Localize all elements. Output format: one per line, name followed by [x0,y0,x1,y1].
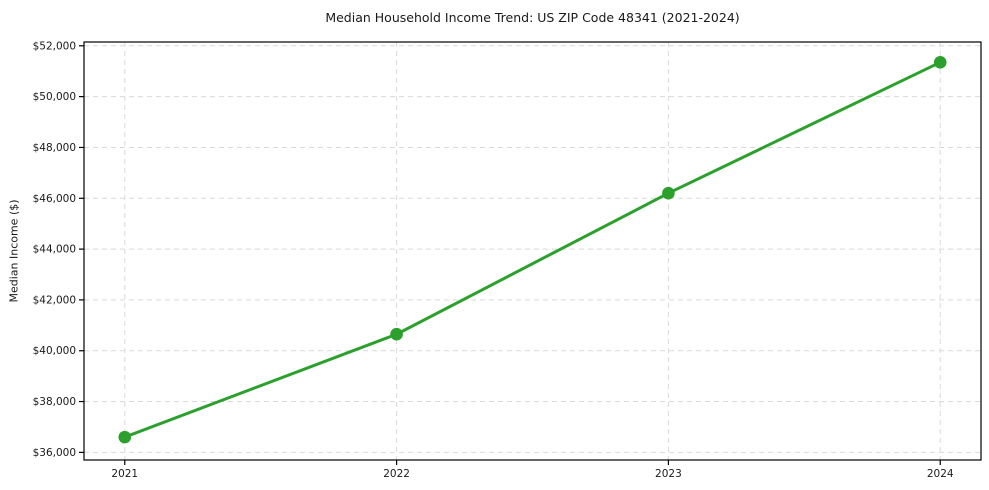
x-tick-label: 2024 [927,468,954,480]
y-tick-label: $40,000 [33,345,76,357]
y-tick-label: $50,000 [33,91,76,103]
data-point [118,430,132,444]
plot-border [83,41,982,461]
trend-line [123,60,942,439]
data-point [933,56,947,69]
y-tick-label: $52,000 [33,40,76,52]
y-tick-label: $44,000 [33,244,76,256]
y-tick-label: $38,000 [33,396,76,408]
y-tick-label: $46,000 [33,193,76,205]
x-tick-label: 2021 [111,468,138,480]
data-point [662,186,675,200]
y-tick-label: $42,000 [33,294,76,306]
y-tick-label: $48,000 [33,142,76,154]
data-point [390,327,403,341]
x-tick-label: 2022 [383,468,410,480]
y-tick-label: $36,000 [33,447,76,459]
x-tick-label: 2023 [655,468,682,480]
chart-title: Median Household Income Trend: US ZIP Co… [325,10,740,25]
